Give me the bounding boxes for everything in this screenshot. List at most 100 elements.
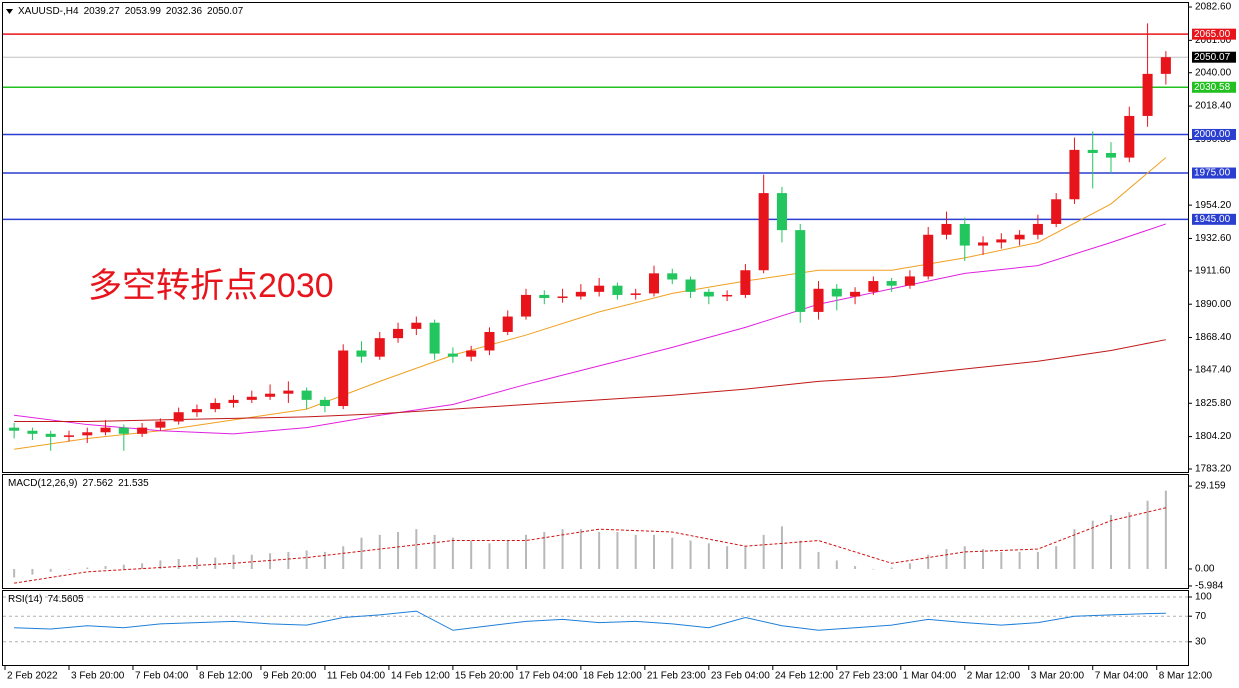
macd-bar	[780, 526, 783, 569]
candle-body	[228, 399, 239, 403]
header-value: 21.535	[118, 478, 149, 489]
macd-bar	[433, 534, 436, 569]
header-value: 2050.07	[207, 6, 244, 17]
candle-body	[758, 193, 769, 271]
candle-body	[45, 433, 56, 437]
candle-body	[703, 291, 714, 297]
y-tick-label: 100	[1195, 592, 1212, 603]
candle-body	[904, 276, 915, 286]
macd-bar	[1164, 490, 1167, 569]
candle-body	[393, 328, 404, 339]
candle-body	[155, 421, 166, 428]
macd-bar	[835, 560, 838, 569]
candle-body	[1069, 149, 1080, 200]
candle-body	[557, 296, 568, 299]
header-value: 2053.99	[125, 6, 162, 17]
candle-body	[886, 281, 897, 286]
candle-body	[1051, 199, 1062, 224]
macd-bar	[1110, 514, 1113, 569]
x-tick-label: 8 Feb 12:00	[199, 671, 253, 682]
x-tick-label: 24 Feb 12:00	[775, 671, 834, 682]
x-tick-label: 27 Feb 23:00	[839, 671, 898, 682]
y-tick-label: 0.00	[1195, 564, 1215, 575]
macd-bar	[49, 568, 52, 572]
y-tick-label: 2061.00	[1195, 35, 1232, 46]
x-tick-label: 21 Feb 23:00	[647, 671, 706, 682]
macd-bar	[616, 532, 619, 569]
macd-bar	[1018, 551, 1021, 569]
y-tick-label: 1783.20	[1195, 464, 1232, 475]
macd-bar	[378, 534, 381, 569]
macd-bar	[305, 550, 308, 569]
candle-body	[813, 288, 824, 312]
x-tick-label: 15 Feb 20:00	[455, 671, 514, 682]
candle-body	[978, 242, 989, 246]
level-label: 1945.00	[1194, 214, 1231, 225]
candle-body	[173, 412, 184, 422]
y-tick-label: 1911.60	[1195, 266, 1231, 277]
macd-bar	[360, 537, 363, 569]
header-value: XAUUSD-,H4	[18, 6, 79, 17]
level-label-box	[1192, 81, 1236, 93]
level-label-box	[1192, 28, 1236, 40]
candle-body	[1124, 115, 1135, 158]
candle-body	[996, 239, 1007, 243]
y-tick-label: 1868.40	[1195, 332, 1232, 343]
candle-body	[1160, 57, 1171, 74]
y-tick-label: 70	[1195, 611, 1207, 622]
candle-body	[374, 338, 385, 357]
macd-bar	[652, 534, 655, 569]
candle-body	[429, 322, 440, 354]
macd-bar	[854, 566, 857, 569]
macd-bar	[543, 532, 546, 569]
candle-body	[776, 193, 787, 231]
main-panel	[2, 2, 1189, 473]
macd-bar	[141, 563, 144, 569]
candle-body	[63, 435, 75, 437]
candle-body	[9, 427, 20, 431]
candle-body	[1032, 223, 1043, 235]
candle-body	[210, 402, 221, 410]
candle-body	[722, 294, 733, 297]
macd-bar	[506, 540, 509, 569]
menu-arrow	[6, 9, 13, 14]
y-tick-label: 2040.00	[1195, 67, 1232, 78]
macd-bar	[470, 540, 473, 569]
macd-bar	[159, 560, 162, 569]
candle-body	[502, 316, 513, 332]
macd-bar	[342, 546, 345, 569]
macd-bar	[250, 554, 253, 569]
macd-bar	[86, 567, 89, 569]
x-tick-label: 17 Feb 04:00	[519, 671, 578, 682]
macd-bar	[13, 568, 16, 578]
macd-bar	[31, 568, 34, 575]
macd-bar	[982, 549, 985, 569]
candle-body	[27, 430, 38, 434]
level-label-box	[1192, 213, 1236, 225]
candle-body	[301, 390, 312, 400]
macd-bar	[762, 534, 765, 569]
price-label-box	[1192, 51, 1236, 63]
x-tick-label: 11 Feb 04:00	[327, 671, 386, 682]
header-value: MACD(12,26,9)	[8, 478, 77, 489]
macd-bar	[1128, 512, 1131, 569]
candle-body	[539, 294, 550, 299]
macd-bar	[890, 567, 893, 569]
x-tick-label: 3 Feb 20:00	[71, 671, 125, 682]
macd-bar	[1073, 529, 1076, 569]
macd-bar	[945, 549, 948, 569]
header-value: RSI(14)	[8, 594, 42, 605]
candle-body	[831, 288, 842, 297]
y-tick-label: 1847.40	[1195, 365, 1232, 376]
macd-bar	[872, 568, 875, 570]
macd-bar	[671, 537, 674, 569]
candle-body	[740, 270, 751, 295]
x-tick-label: 1 Mar 04:00	[903, 671, 957, 682]
candle-body	[594, 285, 605, 292]
macd-bar	[908, 563, 911, 569]
macd-panel	[2, 474, 1189, 589]
macd-signal	[14, 507, 1166, 584]
candle-body	[648, 273, 660, 294]
y-tick-label: 2082.60	[1195, 2, 1232, 13]
macd-bar	[214, 557, 217, 569]
